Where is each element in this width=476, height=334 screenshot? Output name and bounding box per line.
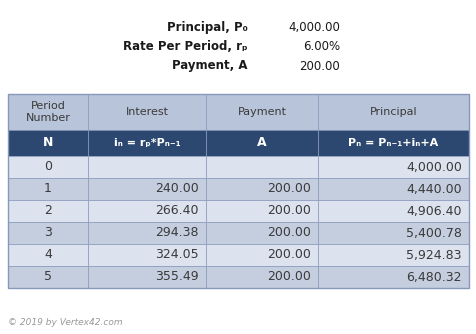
Text: 4,906.40: 4,906.40 [406, 204, 461, 217]
Text: 200.00: 200.00 [267, 248, 310, 262]
Text: 294.38: 294.38 [155, 226, 198, 239]
Text: 4: 4 [44, 248, 52, 262]
Text: 200.00: 200.00 [267, 226, 310, 239]
Bar [317, 200, 468, 222]
Text: Pₙ = Pₙ₋₁+iₙ+A: Pₙ = Pₙ₋₁+iₙ+A [347, 138, 438, 148]
Text: 2: 2 [44, 204, 52, 217]
Bar [88, 178, 206, 200]
Bar [88, 94, 206, 130]
Bar [8, 130, 88, 156]
Text: 200.00: 200.00 [267, 182, 310, 195]
Text: 355.49: 355.49 [155, 271, 198, 284]
Bar [206, 200, 317, 222]
Bar [8, 222, 88, 244]
Bar [88, 222, 206, 244]
Bar [8, 266, 88, 288]
Text: 200.00: 200.00 [267, 271, 310, 284]
Text: Period
Number: Period Number [26, 101, 70, 123]
Bar [8, 178, 88, 200]
Bar [317, 130, 468, 156]
Text: 6,480.32: 6,480.32 [406, 271, 461, 284]
Bar [317, 222, 468, 244]
Text: 266.40: 266.40 [155, 204, 198, 217]
Text: 5: 5 [44, 271, 52, 284]
Text: 324.05: 324.05 [155, 248, 198, 262]
Bar [88, 130, 206, 156]
Text: © 2019 by Vertex42.com: © 2019 by Vertex42.com [8, 318, 122, 327]
Text: 4,000.00: 4,000.00 [288, 21, 339, 34]
Bar [206, 94, 317, 130]
Text: Payment: Payment [237, 107, 286, 117]
Bar [317, 94, 468, 130]
Text: 4,000.00: 4,000.00 [405, 161, 461, 173]
Bar [88, 244, 206, 266]
Bar [317, 178, 468, 200]
Bar [206, 244, 317, 266]
Text: 200.00: 200.00 [267, 204, 310, 217]
Text: 4,440.00: 4,440.00 [406, 182, 461, 195]
Text: Principal, P₀: Principal, P₀ [167, 21, 248, 34]
Text: N: N [43, 137, 53, 150]
Text: Interest: Interest [125, 107, 168, 117]
Text: Rate Per Period, rₚ: Rate Per Period, rₚ [123, 40, 248, 53]
Text: iₙ = rₚ*Pₙ₋₁: iₙ = rₚ*Pₙ₋₁ [113, 138, 180, 148]
Bar [206, 222, 317, 244]
Bar [8, 94, 468, 288]
Text: 5,924.83: 5,924.83 [406, 248, 461, 262]
Text: 6.00%: 6.00% [302, 40, 339, 53]
Text: 1: 1 [44, 182, 52, 195]
Text: 0: 0 [44, 161, 52, 173]
Text: 240.00: 240.00 [155, 182, 198, 195]
Text: A: A [257, 137, 266, 150]
Bar [8, 200, 88, 222]
Bar [8, 156, 88, 178]
Text: Principal: Principal [369, 107, 416, 117]
Bar [206, 130, 317, 156]
Bar [317, 266, 468, 288]
Bar [206, 178, 317, 200]
Bar [206, 156, 317, 178]
Bar [8, 94, 88, 130]
Bar [317, 244, 468, 266]
Text: 3: 3 [44, 226, 52, 239]
Bar [317, 156, 468, 178]
Bar [8, 244, 88, 266]
Bar [206, 266, 317, 288]
Bar [88, 200, 206, 222]
Text: 200.00: 200.00 [298, 59, 339, 72]
Bar [88, 156, 206, 178]
Bar [88, 266, 206, 288]
Text: 5,400.78: 5,400.78 [405, 226, 461, 239]
Text: Payment, A: Payment, A [172, 59, 248, 72]
